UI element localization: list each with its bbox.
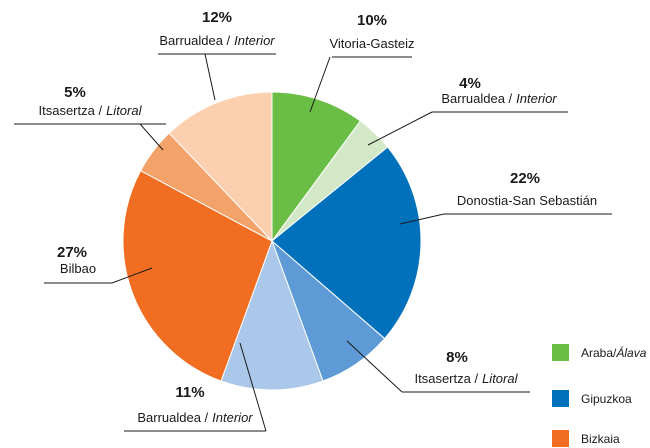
legend-swatch xyxy=(552,344,569,361)
label-part: Barrualdea / xyxy=(441,91,512,106)
label-part: Vitoria-Gasteiz xyxy=(329,36,414,51)
pie-slice xyxy=(271,91,362,243)
value-label: 5% xyxy=(64,84,86,101)
label-part: Donostia-San Sebastián xyxy=(457,193,597,208)
value-label: 4% xyxy=(459,75,481,92)
leader-line xyxy=(367,111,568,146)
value-label: 22% xyxy=(510,170,540,187)
label-part: Itsasertza / xyxy=(415,371,479,386)
legend-swatch xyxy=(552,390,569,407)
leader-line xyxy=(124,342,267,432)
value-label: 10% xyxy=(357,12,387,29)
legend-label: Bizkaia xyxy=(581,432,620,446)
pie-slice xyxy=(122,169,273,382)
label-part: Itsasertza / xyxy=(39,103,103,118)
category-label: Itsasertza / Litoral xyxy=(415,371,519,386)
pie-slice xyxy=(220,239,324,391)
value-label: 12% xyxy=(202,9,232,26)
legend-label: Gipuzkoa xyxy=(581,392,632,406)
leader-line xyxy=(44,267,153,284)
label-part: Bilbao xyxy=(60,261,96,276)
legend-label: Araba/Álava xyxy=(581,345,647,360)
legend-label-part: Araba/ xyxy=(581,346,617,360)
category-label: Donostia-San Sebastián xyxy=(457,193,597,208)
category-label: Itsasertza / Litoral xyxy=(39,103,143,118)
category-label: Vitoria-Gasteiz xyxy=(329,36,414,51)
category-label: Barrualdea / Interior xyxy=(159,33,275,48)
leader-line xyxy=(309,56,412,113)
label-part: Litoral xyxy=(482,371,519,386)
label-part: Barrualdea / xyxy=(137,410,208,425)
category-label: Barrualdea / Interior xyxy=(441,91,557,106)
value-label: 8% xyxy=(446,349,468,366)
pie-slice xyxy=(168,91,273,243)
label-part: Interior xyxy=(516,91,557,106)
label-part: Interior xyxy=(234,33,275,48)
category-label: Barrualdea / Interior xyxy=(137,410,253,425)
leader-line xyxy=(399,213,612,225)
label-part: Litoral xyxy=(106,103,143,118)
leader-line xyxy=(158,53,276,101)
value-label: 27% xyxy=(57,244,87,261)
leader-line xyxy=(14,123,166,151)
category-label: Bilbao xyxy=(60,261,96,276)
label-part: Interior xyxy=(212,410,253,425)
legend-label-part: Bizkaia xyxy=(581,432,620,446)
legend-label-part: Gipuzkoa xyxy=(581,392,632,406)
value-label: 11% xyxy=(175,384,204,401)
legend-label-part: Álava xyxy=(615,345,646,360)
pie-slice xyxy=(271,146,422,340)
leader-line xyxy=(346,340,530,393)
legend-swatch xyxy=(552,430,569,447)
label-part: Barrualdea / xyxy=(159,33,230,48)
